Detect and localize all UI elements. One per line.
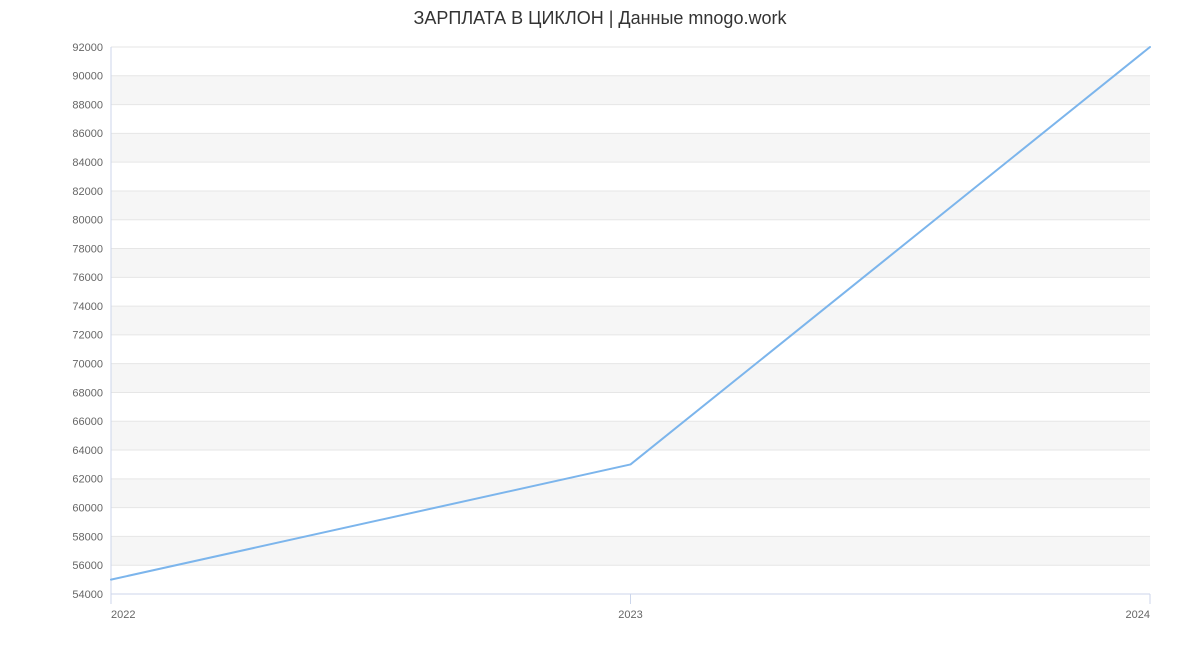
x-tick-label: 2022 xyxy=(111,609,135,621)
y-tick-label: 76000 xyxy=(72,272,103,284)
x-tick-label: 2023 xyxy=(618,609,642,621)
y-tick-label: 84000 xyxy=(72,157,103,169)
y-axis: 54000 56000 58000 60000 62000 64000 66000 68000… xyxy=(72,42,111,601)
x-axis-ticks xyxy=(111,594,1150,604)
y-tick-label: 64000 xyxy=(72,445,103,457)
x-tick-label: 2024 xyxy=(1126,609,1150,621)
plot-bands xyxy=(111,76,1150,565)
y-tick-label: 66000 xyxy=(72,416,103,428)
y-tick-label: 56000 xyxy=(72,560,103,572)
y-tick-label: 60000 xyxy=(72,502,103,514)
y-tick-label: 70000 xyxy=(72,359,103,371)
y-tick-label: 62000 xyxy=(72,474,103,486)
x-axis: 2022 2023 2024 xyxy=(111,594,1150,621)
y-tick-label: 74000 xyxy=(72,301,103,313)
salary-line-chart: ЗАРПЛАТА В ЦИКЛОН | Данные mnogo.work 54… xyxy=(0,0,1200,650)
y-tick-label: 78000 xyxy=(72,243,103,255)
chart-svg: ЗАРПЛАТА В ЦИКЛОН | Данные mnogo.work 54… xyxy=(0,0,1200,650)
y-tick-label: 72000 xyxy=(72,330,103,342)
y-tick-label: 90000 xyxy=(72,71,103,83)
y-tick-label: 92000 xyxy=(72,42,103,54)
y-axis-labels: 54000 56000 58000 60000 62000 64000 66000 68000… xyxy=(72,42,103,601)
x-axis-labels: 2022 2023 2024 xyxy=(111,609,1150,621)
chart-title: ЗАРПЛАТА В ЦИКЛОН | Данные mnogo.work xyxy=(414,8,788,28)
y-tick-label: 82000 xyxy=(72,186,103,198)
y-tick-label: 68000 xyxy=(72,387,103,399)
y-tick-label: 54000 xyxy=(72,589,103,601)
y-tick-label: 88000 xyxy=(72,99,103,111)
y-tick-label: 86000 xyxy=(72,128,103,140)
y-tick-label: 58000 xyxy=(72,531,103,543)
y-tick-label: 80000 xyxy=(72,215,103,227)
